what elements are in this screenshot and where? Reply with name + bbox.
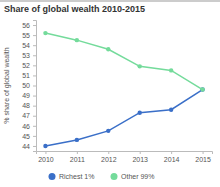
y-tick-label: 47 (22, 112, 30, 119)
y-tick-label: 51 (22, 72, 30, 79)
legend: Richest 1% Other 99% (49, 173, 155, 180)
y-tick: 54 (22, 42, 36, 49)
x-tick: 2015 (195, 151, 211, 163)
y-tick-mark (33, 86, 36, 87)
x-tick-mark (140, 151, 141, 154)
series-line (45, 90, 202, 146)
y-tick-label: 45 (22, 133, 30, 140)
y-tick: 51 (22, 72, 36, 79)
legend-swatch (111, 173, 118, 180)
y-axis: 44 45 46 47 48 49 50 51 52 53 54 55 56 (22, 21, 36, 152)
x-tick-label: 2014 (164, 156, 180, 163)
y-tick: 55 (22, 32, 36, 39)
y-tick-mark (33, 116, 36, 117)
legend-label: Other 99% (121, 173, 154, 180)
y-tick-label: 44 (22, 143, 30, 150)
x-tick-mark (108, 151, 109, 154)
series-point (106, 129, 110, 133)
x-tick: 2010 (38, 151, 54, 163)
y-tick-mark (33, 96, 36, 97)
y-axis-line (33, 21, 37, 152)
x-tick: 2014 (164, 151, 180, 163)
x-tick-mark (203, 151, 204, 154)
y-tick-label: 53 (22, 52, 30, 59)
chart: Share of global wealth 2010-2015 44 45 46 47… (0, 0, 220, 187)
y-tick-mark (33, 136, 36, 137)
header-rule (0, 0, 220, 2)
y-tick-label: 46 (22, 123, 30, 130)
y-tick-mark (33, 55, 36, 56)
x-tick-label: 2012 (101, 156, 117, 163)
series-point (200, 87, 204, 91)
x-tick-label: 2013 (132, 156, 148, 163)
x-axis: 2010 2011 2012 2013 2014 2015 (37, 151, 213, 163)
y-tick-mark (33, 146, 36, 147)
title: Share of global wealth 2010-2015 (4, 4, 145, 14)
y-tick-label: 54 (22, 42, 30, 49)
series-point (138, 111, 142, 115)
series-point (138, 64, 142, 68)
y-tick: 56 (22, 22, 36, 29)
y-tick: 53 (22, 52, 36, 59)
y-axis-title: % share of global wealth (3, 47, 11, 123)
series-line (45, 33, 202, 89)
y-tick-mark (33, 35, 36, 36)
y-tick: 44 (22, 143, 36, 150)
y-tick-mark (33, 106, 36, 107)
y-tick-mark (33, 126, 36, 127)
y-tick-label: 48 (22, 102, 30, 109)
x-tick: 2011 (70, 151, 85, 163)
y-tick-mark (33, 45, 36, 46)
y-tick: 49 (22, 92, 36, 99)
series-point (75, 38, 79, 42)
x-tick-mark (45, 151, 46, 154)
series-point (200, 87, 204, 91)
series-point (106, 47, 110, 51)
y-tick-mark (33, 25, 36, 26)
y-tick: 48 (22, 102, 36, 109)
x-tick-label: 2011 (70, 156, 85, 163)
y-tick-label: 50 (22, 82, 30, 89)
x-axis-line (37, 152, 213, 155)
series-point (169, 68, 173, 72)
y-tick-mark (33, 75, 36, 76)
y-tick-label: 56 (22, 22, 30, 29)
plot: 4445464748495051525354555620102011201220… (22, 21, 212, 163)
x-tick: 2012 (101, 151, 117, 163)
y-tick: 46 (22, 123, 36, 130)
y-tick-mark (33, 65, 36, 66)
y-tick: 52 (22, 62, 36, 69)
x-tick: 2013 (132, 151, 148, 163)
series-point (43, 31, 47, 35)
y-tick-label: 55 (22, 32, 30, 39)
series-point (75, 138, 79, 142)
series-point (169, 107, 173, 111)
x-tick-label: 2010 (38, 156, 54, 163)
y-tick: 45 (22, 133, 36, 140)
legend-swatch (49, 173, 56, 180)
y-tick-label: 52 (22, 62, 30, 69)
x-tick-label: 2015 (195, 156, 211, 163)
legend-label: Richest 1% (59, 173, 94, 180)
y-tick-label: 49 (22, 92, 30, 99)
series-point (43, 144, 47, 148)
x-tick-mark (171, 151, 172, 154)
y-tick: 50 (22, 82, 36, 89)
series-group (43, 31, 205, 148)
x-tick-mark (77, 151, 78, 154)
y-tick: 47 (22, 112, 36, 119)
